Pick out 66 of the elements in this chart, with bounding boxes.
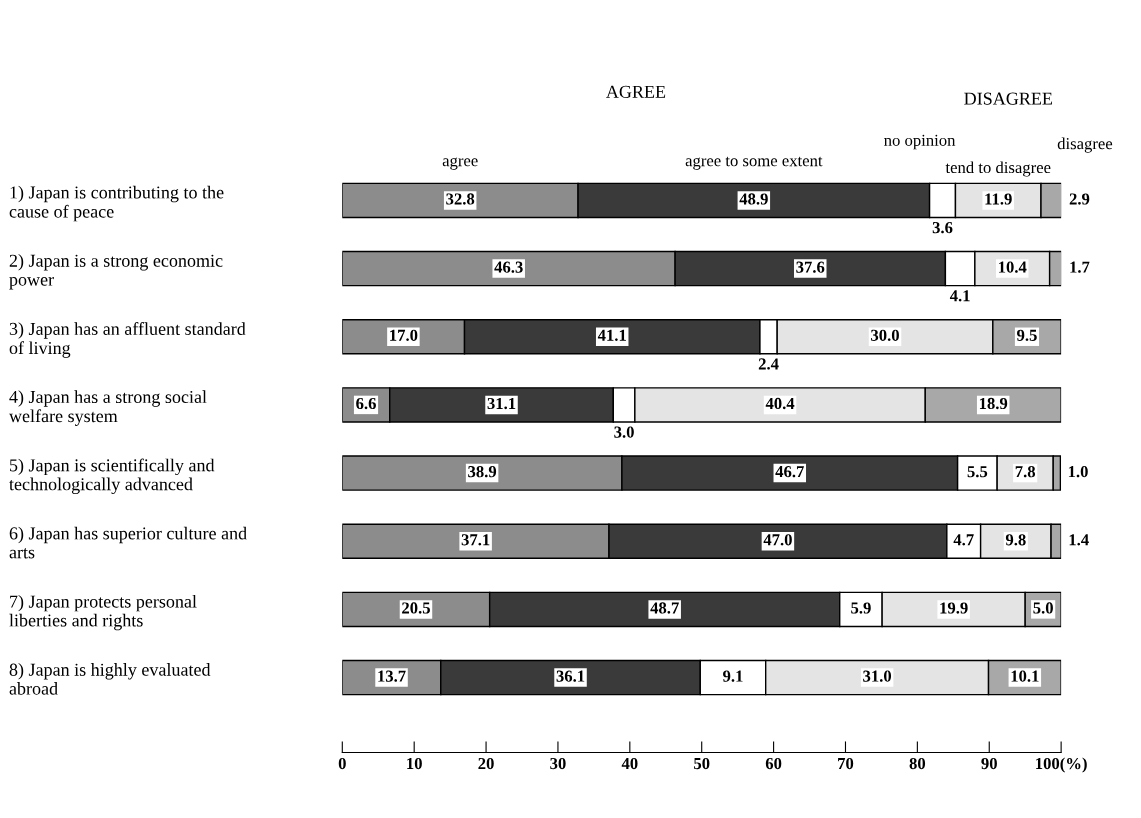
data-label: 20.5 xyxy=(402,602,430,614)
data-label: 9.5 xyxy=(1017,329,1037,341)
data-label: 37.6 xyxy=(796,261,825,273)
data-label: 19.9 xyxy=(940,602,968,614)
data-label: 48.9 xyxy=(739,193,768,205)
data-label: 38.9 xyxy=(468,466,497,478)
x-tick-label: 10 xyxy=(407,757,422,770)
data-label: 2.4 xyxy=(758,358,779,370)
y-tick-label: 7) Japan protects personal liberties and rights xyxy=(9,594,197,631)
data-label: 3.6 xyxy=(932,222,953,234)
data-label: 1.7 xyxy=(1070,261,1090,273)
x-tick-label: 40 xyxy=(621,757,638,770)
series-label: agree to some extent xyxy=(685,156,823,170)
data-label: 5.5 xyxy=(967,466,988,478)
y-tick-label: 2) Japan is a strong economic power xyxy=(9,254,223,290)
series-label: disagree xyxy=(1057,137,1113,153)
data-label: 7.8 xyxy=(1015,466,1036,478)
data-label: 40.4 xyxy=(765,397,795,410)
data-label: 32.8 xyxy=(446,193,475,205)
data-label: 31.0 xyxy=(863,670,892,682)
data-label: 4.1 xyxy=(949,290,970,302)
data-label: 10.1 xyxy=(1011,670,1039,682)
data-label: 9.1 xyxy=(723,670,743,682)
y-tick-label: 6) Japan has superior culture and arts xyxy=(9,526,247,559)
data-label: 47.0 xyxy=(763,534,792,546)
text: no opinion xyxy=(884,134,956,150)
x-tick-label: 50 xyxy=(694,757,710,770)
data-label: 1.4 xyxy=(1069,534,1089,546)
data-label: 9.8 xyxy=(1005,534,1026,546)
data-label: 36.1 xyxy=(556,670,585,682)
series-label: tend to disagree xyxy=(945,161,1051,177)
text: DISAGREE xyxy=(964,92,1053,105)
data-label: 5.0 xyxy=(1033,602,1053,614)
x-tick-label: 70 xyxy=(838,757,854,770)
x-tick-label: 90 xyxy=(981,757,997,770)
data-label: 18.9 xyxy=(979,397,1008,410)
x-tick-label: 100(%) xyxy=(1036,757,1087,773)
data-label: 4.7 xyxy=(953,534,974,546)
y-tick-label: 3) Japan has an affluent standard of living xyxy=(9,322,246,358)
data-label: 3.0 xyxy=(614,426,634,438)
data-label: 46.7 xyxy=(775,466,804,478)
y-tick-label: 8) Japan is highly evaluated abroad xyxy=(9,663,211,695)
text: AGREE xyxy=(606,85,666,98)
data-label: 30.0 xyxy=(871,329,899,341)
x-tick-label: 0 xyxy=(338,757,346,770)
data-label: 41.1 xyxy=(597,329,626,341)
y-tick-label: 5) Japan is scientifically and technologically advanced xyxy=(9,458,215,495)
data-label: 10.4 xyxy=(999,261,1027,273)
y-tick-label: 4) Japan has a strong social welfare system xyxy=(8,390,207,426)
data-label: 6.6 xyxy=(356,397,376,410)
x-tick-label: 20 xyxy=(478,757,494,770)
x-tick-label: 60 xyxy=(765,757,782,770)
data-label: 37.1 xyxy=(461,534,490,546)
data-label: 5.9 xyxy=(851,602,871,614)
x-tick-label: 80 xyxy=(909,757,926,770)
x-tick-label: 30 xyxy=(550,757,566,770)
series-label: agree xyxy=(442,157,478,170)
data-label: 11.9 xyxy=(985,193,1012,205)
data-label: 31.1 xyxy=(487,397,516,410)
data-label: 13.7 xyxy=(378,670,406,682)
data-label: 46.3 xyxy=(494,261,523,273)
data-label: 17.0 xyxy=(390,329,418,341)
y-tick-label: 1) Japan is contributing to the cause of peace xyxy=(9,185,224,222)
data-label: 1.0 xyxy=(1068,466,1088,478)
data-label: 48.7 xyxy=(650,602,679,614)
data-label: 2.9 xyxy=(1069,193,1090,205)
